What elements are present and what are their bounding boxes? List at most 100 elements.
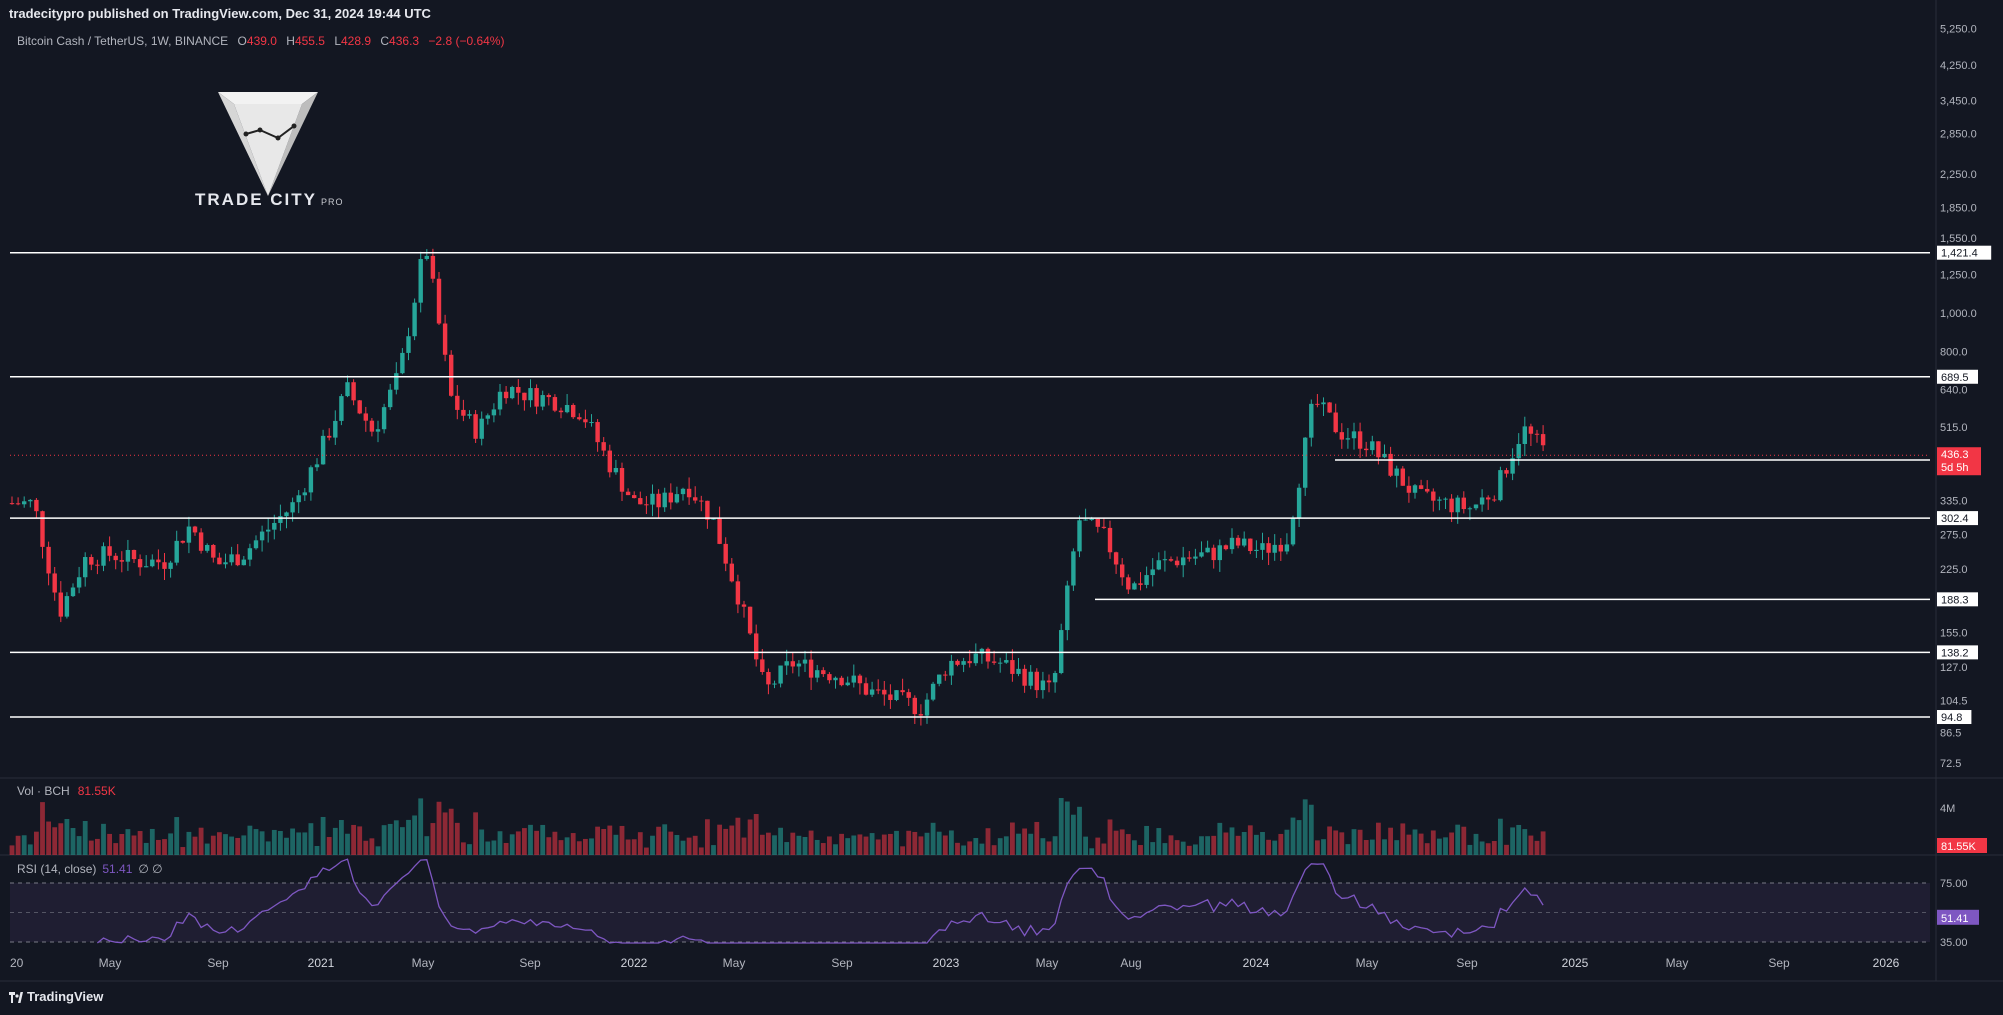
candle-body: [9, 503, 15, 505]
candle-body: [180, 540, 185, 543]
candle-body: [1034, 671, 1039, 691]
candle-body: [363, 413, 368, 421]
volume-bar: [156, 839, 161, 855]
candle-body: [1059, 630, 1064, 674]
candle-body: [638, 498, 643, 505]
volume-bar: [717, 824, 722, 855]
candle-body: [211, 544, 216, 558]
volume-bar: [1113, 830, 1119, 855]
volume-bar: [34, 831, 39, 855]
candle-body: [1284, 544, 1290, 552]
candle-body: [1071, 551, 1076, 586]
candle-body: [1046, 680, 1052, 683]
volume-bar: [241, 835, 247, 855]
candle-body: [1254, 549, 1259, 551]
volume-bar: [326, 837, 332, 855]
volume-bar: [418, 798, 424, 855]
volume-bar: [711, 845, 716, 855]
price-tick-label: 3,450.0: [1940, 96, 1977, 108]
candle-body: [430, 255, 436, 279]
candle-body: [711, 518, 716, 520]
volume-bar: [918, 836, 924, 855]
volume-bar: [180, 847, 186, 855]
volume-bar: [400, 827, 405, 855]
candle-body: [699, 500, 704, 502]
time-tick-label: May: [1666, 956, 1689, 970]
volume-bar: [223, 834, 228, 855]
candle-body: [833, 677, 838, 681]
volume-bar: [1357, 829, 1363, 855]
rsi-tick-label: 35.00: [1940, 937, 1968, 949]
candle-body: [1516, 443, 1521, 459]
volume-bar: [1199, 836, 1204, 855]
candle-body: [296, 495, 301, 503]
candle-body: [119, 560, 124, 562]
volume-bar: [802, 837, 808, 855]
volume-bar: [320, 816, 326, 855]
volume-bar: [1022, 828, 1027, 855]
volume-bar: [387, 823, 393, 855]
candle-body: [247, 548, 253, 560]
volume-bar: [1260, 831, 1265, 855]
price-tick-label: 1,850.0: [1940, 203, 1977, 215]
candle-body: [1138, 583, 1143, 585]
volume-bar: [1406, 834, 1412, 855]
candle-body: [1126, 577, 1131, 590]
volume-bar: [583, 838, 588, 855]
candle-body: [125, 549, 131, 562]
candle-body: [497, 391, 503, 410]
price-tick-label: 72.5: [1940, 758, 1961, 770]
tradingview-footer[interactable]: TradingView: [9, 989, 103, 1004]
candle-body: [857, 675, 863, 684]
candle-body: [266, 529, 271, 532]
candle-body: [1010, 660, 1015, 674]
volume-bar: [808, 830, 814, 855]
candle-body: [144, 566, 149, 568]
candle-body: [22, 501, 27, 505]
volume-bar: [15, 835, 21, 855]
volume-bar: [1412, 829, 1418, 855]
current-price-countdown: 5d 5h: [1941, 462, 1969, 474]
candle-body: [320, 435, 326, 465]
volume-bar: [637, 832, 643, 855]
candle-body: [839, 677, 844, 686]
volume-bar: [1247, 825, 1253, 855]
volume-bar: [131, 835, 137, 855]
candle-body: [503, 391, 509, 399]
candle-body: [949, 660, 954, 676]
candle-body: [564, 404, 570, 413]
rsi-badge: 51.41: [1941, 913, 1969, 925]
volume-bar: [1278, 833, 1284, 855]
candle-body: [436, 278, 442, 324]
candle-body: [217, 557, 222, 565]
candle-body: [1303, 437, 1308, 488]
current-price-label: 436.3: [1941, 449, 1969, 461]
volume-bar: [833, 844, 838, 855]
candle-body: [1101, 526, 1107, 528]
candle-body: [845, 682, 850, 686]
volume-bar: [454, 822, 460, 855]
volume-bar: [1003, 836, 1009, 855]
volume-bar: [845, 838, 851, 855]
open-value: 439.0: [246, 34, 277, 48]
price-tick-label: 5,250.0: [1940, 24, 1977, 36]
candle-body: [741, 604, 747, 607]
volume-value: 81.55K: [77, 784, 116, 798]
volume-bar: [705, 819, 710, 855]
volume-bar: [1376, 822, 1381, 855]
volume-bar: [619, 825, 625, 855]
candle-body: [1376, 441, 1381, 458]
candle-body: [961, 661, 966, 665]
candle-body: [1144, 575, 1149, 585]
candle-body: [418, 259, 423, 303]
volume-bar: [491, 840, 497, 855]
publisher-line: tradecitypro published on TradingView.co…: [9, 6, 431, 21]
rsi-legend: RSI (14, close) 51.41 ∅ ∅: [17, 862, 163, 876]
volume-bar: [656, 826, 661, 855]
volume-bar: [1443, 837, 1448, 855]
volume-bar: [1296, 820, 1302, 855]
candle-body: [339, 396, 344, 421]
volume-bar: [1107, 819, 1113, 855]
candle-body: [869, 689, 875, 695]
volume-bar: [534, 830, 539, 855]
